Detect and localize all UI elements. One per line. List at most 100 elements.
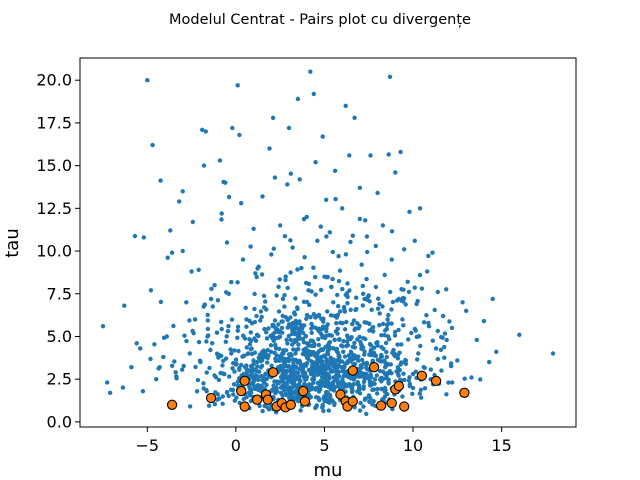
- sample-point: [217, 158, 223, 163]
- sample-point: [237, 365, 242, 371]
- sample-point: [324, 397, 330, 402]
- sample-point: [273, 384, 279, 389]
- sample-point: [324, 363, 329, 369]
- sample-point: [407, 381, 413, 387]
- sample-point: [446, 380, 451, 385]
- sample-point: [281, 359, 287, 364]
- sample-point: [418, 387, 424, 392]
- sample-point: [336, 254, 341, 259]
- sample-point: [257, 403, 262, 409]
- sample-point: [296, 342, 301, 347]
- sample-point: [372, 350, 377, 356]
- sample-point: [272, 318, 278, 323]
- sample-point: [353, 326, 358, 331]
- sample-point: [285, 357, 290, 362]
- sample-point: [335, 377, 340, 383]
- sample-point: [340, 286, 345, 292]
- sample-point: [309, 343, 314, 349]
- sample-point: [247, 337, 252, 342]
- sample-point: [138, 346, 143, 351]
- sample-point: [382, 394, 388, 399]
- sample-point: [244, 324, 249, 329]
- sample-point: [356, 326, 361, 331]
- sample-point: [375, 386, 380, 392]
- sample-point: [399, 360, 404, 365]
- sample-point: [361, 404, 366, 409]
- sample-point: [333, 196, 338, 202]
- sample-point: [417, 272, 423, 278]
- sample-point: [258, 309, 264, 314]
- sample-point: [353, 307, 358, 313]
- sample-point: [424, 313, 429, 318]
- sample-point: [345, 281, 350, 286]
- sample-point: [462, 376, 467, 381]
- sample-point: [352, 340, 357, 346]
- sample-point: [380, 321, 386, 327]
- sample-point: [282, 293, 287, 298]
- sample-point: [402, 247, 407, 252]
- sample-point: [460, 300, 465, 305]
- sample-point: [272, 379, 277, 384]
- sample-point: [235, 280, 240, 285]
- sample-point: [223, 339, 228, 344]
- sample-point: [232, 369, 237, 374]
- sample-point: [297, 334, 302, 339]
- sample-point: [311, 374, 317, 380]
- sample-point: [283, 274, 288, 279]
- divergence-point: [430, 375, 442, 387]
- sample-point: [382, 328, 388, 333]
- sample-point: [253, 338, 259, 343]
- divergence-point: [205, 392, 217, 404]
- sample-point: [442, 355, 447, 360]
- sample-point: [219, 319, 224, 325]
- sample-point: [224, 334, 229, 339]
- sample-point: [314, 395, 319, 400]
- divergence-point: [267, 367, 279, 378]
- sample-point: [249, 367, 254, 372]
- sample-point: [276, 381, 281, 386]
- sample-point: [251, 358, 256, 363]
- sample-point: [399, 342, 404, 347]
- sample-point: [319, 360, 324, 365]
- sample-point: [368, 348, 374, 353]
- sample-point: [337, 268, 343, 273]
- sample-point: [413, 328, 418, 333]
- sample-point: [313, 160, 318, 165]
- sample-point: [336, 353, 342, 358]
- sample-point: [377, 323, 382, 328]
- y-tick-label: 2.5: [47, 370, 72, 389]
- sample-point: [377, 301, 382, 307]
- sample-point: [409, 330, 414, 336]
- sample-point: [403, 357, 408, 363]
- divergence-point: [347, 396, 358, 407]
- sample-point: [182, 333, 187, 338]
- sample-point: [422, 386, 428, 391]
- sample-point: [323, 371, 329, 376]
- sample-point: [274, 353, 279, 358]
- sample-point: [282, 304, 287, 309]
- samples-series: [100, 69, 556, 417]
- sample-point: [181, 363, 186, 369]
- sample-point: [379, 352, 384, 358]
- sample-point: [145, 78, 150, 83]
- sample-point: [340, 344, 345, 349]
- sample-point: [293, 296, 298, 301]
- sample-point: [349, 351, 354, 356]
- sample-point: [363, 336, 368, 342]
- sample-point: [254, 313, 259, 319]
- sample-point: [201, 163, 207, 168]
- divergence-point: [393, 380, 405, 392]
- sample-point: [337, 309, 343, 314]
- divergence-point: [298, 385, 309, 397]
- sample-point: [348, 307, 353, 312]
- y-tick-label: 5.0: [47, 327, 72, 346]
- sample-point: [335, 326, 340, 331]
- sample-point: [267, 146, 272, 151]
- sample-point: [169, 250, 175, 255]
- sample-point: [247, 342, 253, 347]
- sample-point: [304, 316, 309, 321]
- sample-point: [331, 388, 337, 393]
- sample-point: [402, 377, 407, 383]
- sample-point: [319, 365, 324, 370]
- sample-point: [201, 386, 206, 391]
